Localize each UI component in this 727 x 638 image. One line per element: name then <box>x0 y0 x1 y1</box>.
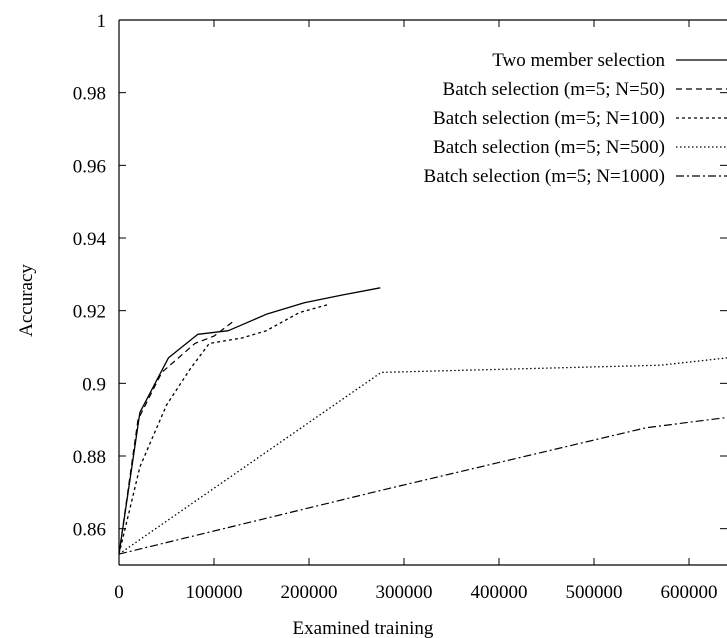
y-tick-label: 0.9 <box>82 374 106 395</box>
plot-frame <box>118 19 727 566</box>
x-tick-label: 300000 <box>376 582 433 603</box>
y-tick-label: 0.92 <box>73 302 106 323</box>
series-line-2 <box>119 321 234 555</box>
legend-label: Two member selection <box>492 50 665 71</box>
x-axis-ticks: 0 100000 200000 300000 400000 500000 600000 <box>114 20 718 603</box>
x-axis-title: Examined training <box>293 618 434 638</box>
y-axis-title: Accuracy <box>16 264 37 337</box>
legend-label: Batch selection (m=5; N=50) <box>443 79 665 100</box>
x-tick-label: 600000 <box>661 582 718 603</box>
legend-label: Batch selection (m=5; N=100) <box>433 108 665 129</box>
x-tick-label: 500000 <box>566 582 623 603</box>
legend-label: Batch selection (m=5; N=500) <box>433 137 665 158</box>
y-tick-label: 0.94 <box>73 229 107 250</box>
series-line-5 <box>119 416 727 555</box>
x-tick-label: 200000 <box>281 582 338 603</box>
x-tick-label: 400000 <box>471 582 528 603</box>
legend-label: Batch selection (m=5; N=1000) <box>424 166 665 187</box>
y-tick-label: 0.86 <box>73 520 106 541</box>
series-lines <box>119 287 727 555</box>
y-tick-label: 0.96 <box>73 156 106 177</box>
x-tick-label: 100000 <box>186 582 243 603</box>
series-line-4 <box>119 357 727 555</box>
y-tick-label: 0.98 <box>73 84 106 105</box>
y-axis-ticks: 0.86 0.88 0.9 0.92 0.94 0.96 0.98 1 <box>73 11 727 541</box>
x-tick-label: 0 <box>114 582 124 603</box>
series-line-1 <box>119 287 381 555</box>
y-tick-label: 0.88 <box>73 447 106 468</box>
y-tick-label: 1 <box>97 11 107 32</box>
series-line-3 <box>119 303 331 555</box>
legend: Two member selection Batch selection (m=5… <box>424 50 727 187</box>
